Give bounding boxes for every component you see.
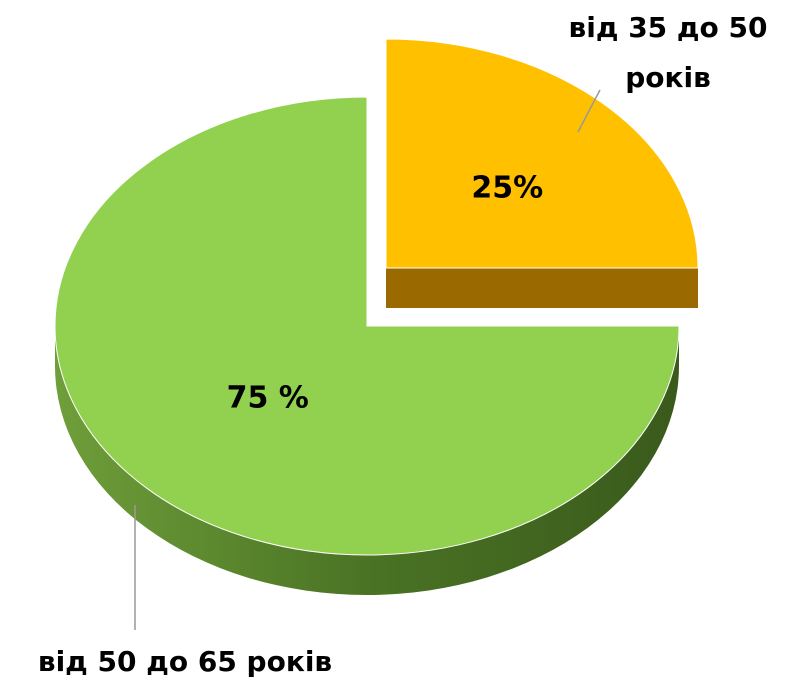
data-label: 25% [471, 170, 543, 205]
slice-side [55, 326, 679, 595]
leader-line [577, 89, 601, 133]
slice [54, 96, 680, 556]
data-label: 75 % [227, 380, 309, 415]
slice [385, 38, 699, 269]
category-label: від 35 до 50 років [568, 11, 768, 94]
pie [54, 38, 699, 595]
slice-side [386, 268, 698, 308]
category-label: від 50 до 65 років [37, 645, 333, 678]
